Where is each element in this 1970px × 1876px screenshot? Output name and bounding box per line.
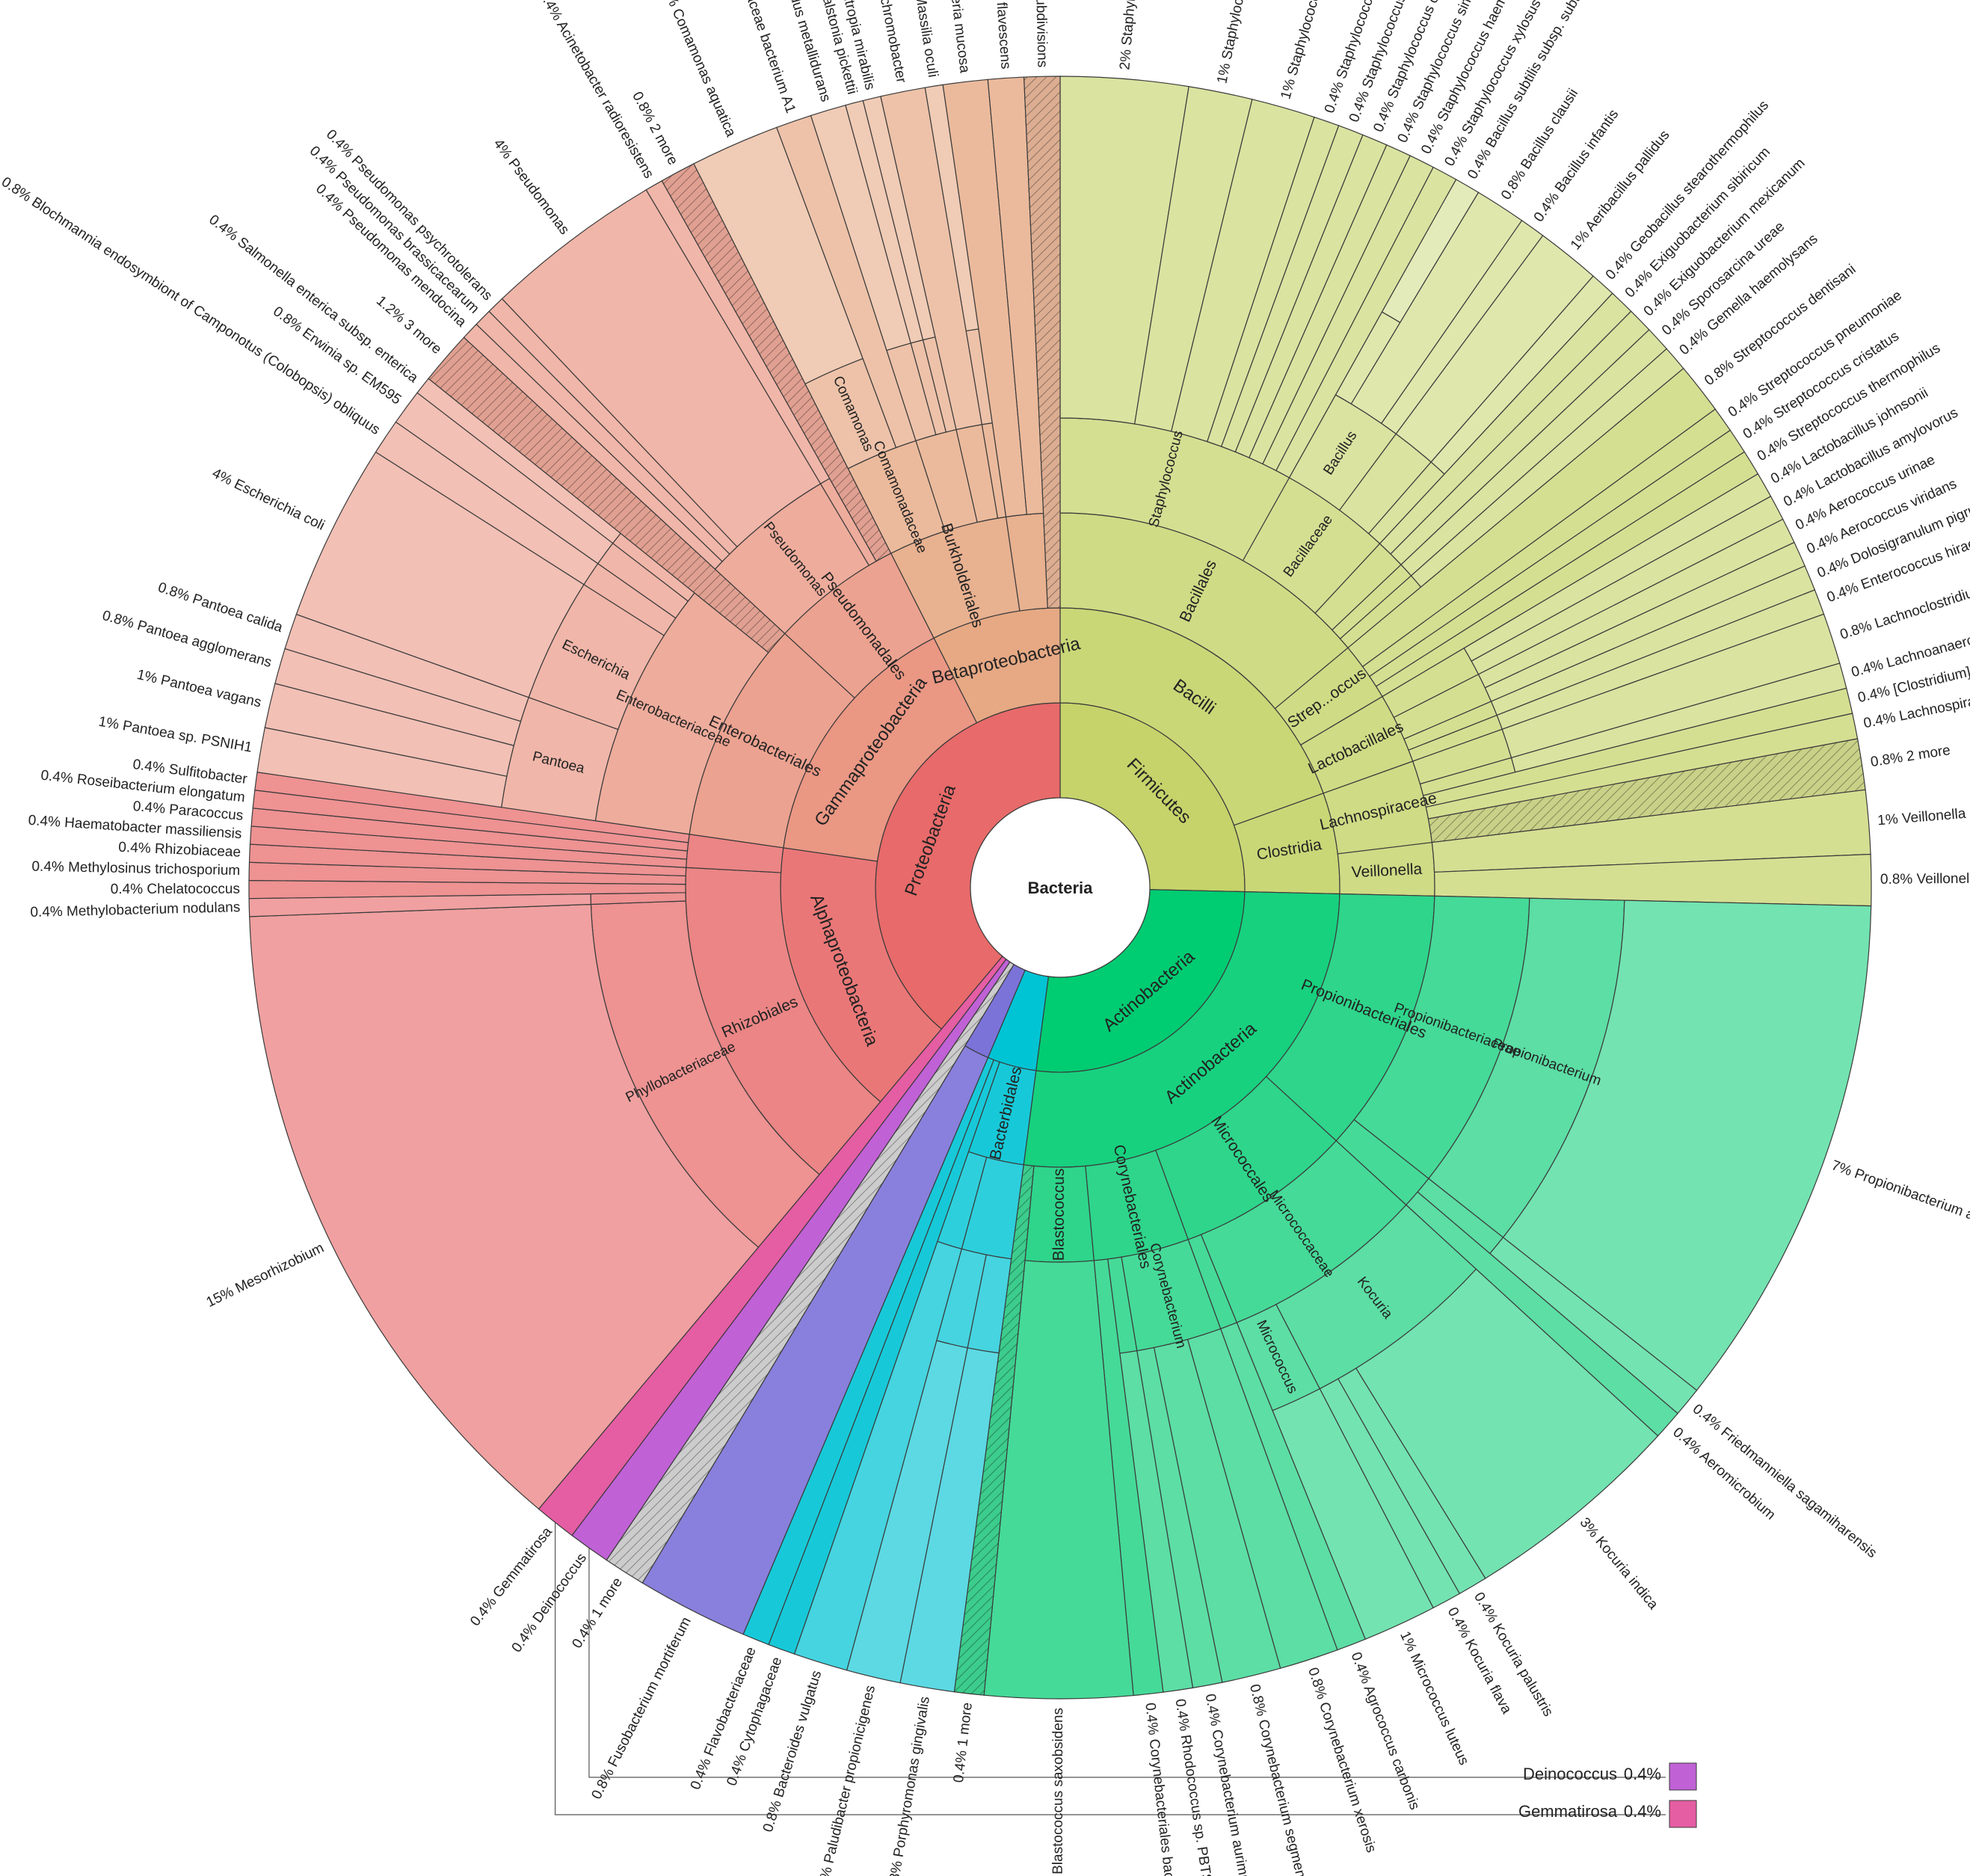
leaf-label-achromobacter: 1% Achromobacter [870, 0, 909, 84]
legend-gemmatirosa-swatch [1669, 1800, 1697, 1828]
leaf-label-neisseria-mucosa: 1% Neisseria mucosa [941, 0, 972, 74]
leaf-label-micrococcus-luteus: 1% Micrococcus luteus [1397, 1629, 1471, 1768]
leaf-label-massilia-oculi: 0.4% Massilia oculi [906, 0, 941, 79]
leaf-label-propionibacterium-acnes: 7% Propionibacterium acnes [1829, 1157, 1970, 1234]
leaf-label-pseudomonas-brassicacearum: 0.4% Pseudomonas brassicacearum [307, 143, 482, 316]
leaf-label-friedmanniella-sagamiharensis: 0.4% Friedmanniella sagamiharensis [1690, 1401, 1880, 1561]
leaf-label-rhizobiaceae: 0.4% Rhizobiaceae [118, 840, 241, 861]
segment-propionibacterium-acnes[interactable] [1502, 899, 1872, 1391]
leaf-label-veillonella-parvula: 1% Veillonella parvula [1877, 802, 1970, 828]
leaf-label-pantoea-sp-psnih1: 1% Pantoea sp. PSNIH1 [97, 714, 253, 756]
leaf-label-corynebacterium-segmentosum: 0.8% Corynebacterium segmentosum [1246, 1682, 1317, 1876]
node-label-veillonella: Veillonella [1351, 861, 1423, 882]
leaf-label-kocuria-indica: 3% Kocuria indica [1577, 1515, 1661, 1613]
legend-item-gemmatirosa[interactable]: Gemmatirosa 0.4% [1518, 1800, 1697, 1828]
leaf-label-escherichia-coli: 4% Escherichia coli [209, 466, 327, 534]
leaf-label-1-more: 0.4% 1 more [951, 1702, 976, 1783]
leaf-label-staphylococcus-saprophyticus: 2% Staphylococcus saprophyticus [1117, 0, 1150, 70]
leaf-label-kocuria-flava: 0.4% Kocuria flava [1444, 1605, 1515, 1717]
leaf-label-deltaepsilon-subdivisions: 0.8% deltaepsilon subdivisions [1030, 0, 1050, 67]
leader-line-gemmatirosa [554, 1522, 1666, 1815]
leaf-label-1-more: 0.4% 1 more [569, 1575, 626, 1651]
leaf-label-acinetobacter-radioresistens: 0.4% Acinetobacter radioresistens [535, 0, 656, 181]
segment-mesorhizobium[interactable] [249, 903, 760, 1510]
legend-gemmatirosa-name: Gemmatirosa [1518, 1802, 1618, 1821]
root-center[interactable] [970, 797, 1151, 978]
legend-item-deinococcus[interactable]: Deinococcus 0.4% [1523, 1762, 1697, 1791]
legend-deinococcus-swatch [1669, 1762, 1697, 1791]
leaf-label-2-more: 0.8% 2 more [1870, 742, 1952, 770]
leaf-label-pseudomonas: 4% Pseudomonas [490, 136, 573, 238]
node-label-blastococcus: Blastococcus [1050, 1169, 1068, 1261]
sunburst-rings [248, 76, 1872, 1815]
leaf-label-exiguobacterium-mexicanum: 0.4% Exiguobacterium mexicanum [1641, 156, 1809, 320]
small-taxa-legend: Deinococcus 0.4% Gemmatirosa 0.4% [1518, 1762, 1697, 1828]
legend-deinococcus-pct: 0.4% [1624, 1765, 1661, 1783]
leaf-label-pantoea-vagans: 1% Pantoea vagans [135, 667, 262, 711]
leaf-label-mesorhizobium: 15% Mesorhizobium [204, 1240, 327, 1310]
legend-gemmatirosa-pct: 0.4% [1624, 1802, 1661, 1821]
leaf-label-chelatococcus: 0.4% Chelatococcus [111, 882, 240, 897]
leaf-label-neisseria-flavescens: 0.8% Neisseria flavescens [987, 0, 1014, 70]
leaf-label-comamonas-aquatica: 2% Comamonas aquatica [659, 0, 739, 140]
leaf-label-staphylococcus-simulans: 1% Staphylococcus simulans [1214, 0, 1266, 85]
segment-deltaepsilon-subdivisions[interactable] [1023, 76, 1061, 609]
leaf-label-blastococcus-saxobsidens: 2% Blastococcus saxobsidens [1050, 1708, 1066, 1876]
legend-deinococcus-name: Deinococcus [1523, 1765, 1617, 1783]
leaf-label-methylobacterium-nodulans: 0.4% Methylobacterium nodulans [30, 899, 240, 920]
leaf-label-porphyromonas-gingivalis: 0.8% Porphyromonas gingivalis [885, 1695, 933, 1876]
segment-blastococcus-saxobsidens[interactable] [983, 1260, 1134, 1700]
leaf-label-paludibacter-propionicigenes: 0.8% Paludibacter propionicigenes [813, 1684, 878, 1876]
root-label: Bacteria [1028, 879, 1094, 897]
leaf-label-methylosinus-trichosporium: 0.4% Methylosinus trichosporium [31, 859, 240, 879]
leader-line-deinococcus [588, 1548, 1666, 1778]
leaf-label-veillonella-dispar: 0.8% Veillonella dispar [1880, 870, 1970, 888]
leaf-label-fusobacterium-mortiferum: 0.8% Fusobacterium mortiferum [588, 1614, 694, 1801]
leaf-label-corynebacterium-aurimucosum: 0.4% Corynebacterium aurimucosum [1202, 1693, 1260, 1876]
